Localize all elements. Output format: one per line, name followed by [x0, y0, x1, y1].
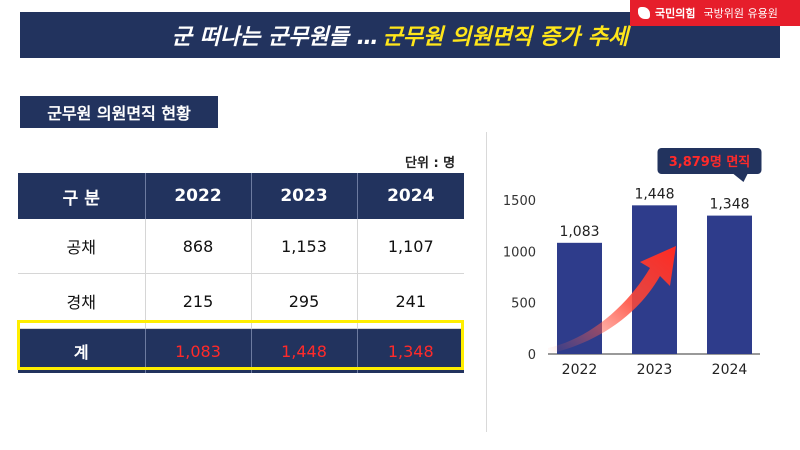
- party-logo-icon: [638, 7, 650, 19]
- party-member: 국방위원 유용원: [703, 7, 778, 20]
- y-tick-label: 0: [528, 348, 536, 363]
- table-row: 공채 868 1,153 1,107: [18, 219, 464, 274]
- party-badge: 국민의힘 국방위원 유용원: [630, 0, 800, 26]
- row-label: 공채: [18, 219, 146, 274]
- title-highlight: 군무원 의원면직 증가 추세: [382, 25, 629, 50]
- divider: [486, 132, 487, 432]
- table-cell: 215: [145, 273, 252, 329]
- title-prefix: 군 떠나는 군무원들 …: [171, 25, 379, 50]
- total-cell: 1,348: [357, 328, 464, 373]
- party-name: 국민의힘: [655, 7, 696, 20]
- table-row: 경채 215 295 241: [18, 273, 464, 329]
- header-category: 구 분: [18, 173, 146, 219]
- total-cell: 1,083: [145, 328, 252, 373]
- bar: [707, 215, 752, 354]
- row-label: 경채: [18, 273, 146, 329]
- resignation-table: 구 분 2022 2023 2024 공채 868 1,153 1,107 경채…: [18, 173, 464, 373]
- callout-pointer: [733, 174, 748, 182]
- x-tick-label: 2023: [637, 362, 673, 378]
- callout-box: [657, 148, 762, 174]
- bar-chart: 0 500 1000 1500 1,083 2022 1,448 2023 1,348 2024 3…: [503, 148, 762, 378]
- table-cell: 295: [251, 273, 358, 329]
- table-cell: 241: [357, 273, 464, 329]
- callout-text: 3,879명 면직: [669, 154, 751, 170]
- table-header-row: 구 분 2022 2023 2024: [18, 173, 464, 219]
- table-cell: 1,107: [357, 219, 464, 274]
- total-row: 계 1,083 1,448 1,348: [18, 328, 464, 373]
- unit-label: 단위 : 명: [405, 156, 456, 171]
- x-tick-label: 2024: [712, 362, 748, 378]
- section-label: 군무원 의원면직 현황: [20, 96, 218, 128]
- x-tick-label: 2022: [562, 362, 598, 378]
- table-cell: 1,153: [251, 219, 358, 274]
- trend-arrow-icon: [548, 246, 676, 354]
- header-2024: 2024: [357, 173, 464, 219]
- header-2022: 2022: [145, 173, 252, 219]
- data-label: 1,448: [634, 186, 674, 202]
- data-label: 1,348: [709, 197, 749, 213]
- data-label: 1,083: [559, 224, 599, 240]
- y-tick-label: 1500: [503, 194, 536, 209]
- y-tick-label: 1000: [503, 245, 536, 260]
- y-tick-label: 500: [511, 297, 536, 312]
- total-cell: 1,448: [251, 328, 358, 373]
- table-cell: 868: [145, 219, 252, 274]
- total-label: 계: [18, 328, 146, 373]
- header-2023: 2023: [251, 173, 358, 219]
